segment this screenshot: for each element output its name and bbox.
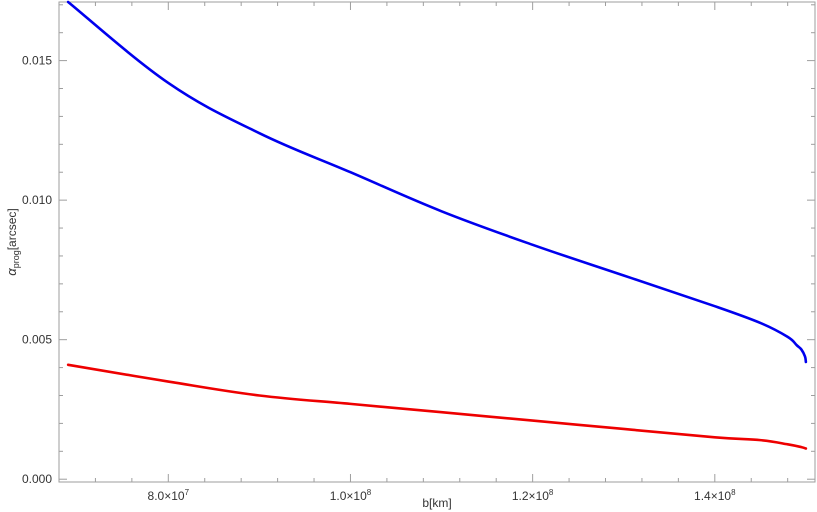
- y-tick-label: 0.005: [22, 333, 52, 347]
- x-axis-label: b[km]: [422, 496, 451, 510]
- y-axis-label-subscript: prog: [11, 250, 21, 268]
- series-line-red: [66, 363, 808, 450]
- y-tick-label: 0.000: [22, 472, 52, 486]
- x-tick-label: 8.0×107: [148, 488, 190, 503]
- series-line-blue: [66, 0, 808, 364]
- y-axis-ticks: 0.000 0.005 0.010 0.015: [22, 4, 815, 486]
- plot-frame: [58, 1, 816, 483]
- series-layer: [66, 0, 808, 450]
- y-axis-label-symbol: α: [4, 268, 19, 276]
- x-tick-label: 1.4×108: [694, 488, 736, 503]
- x-axis-ticks: 8.0×107 1.0×108 1.2×108 1.4×108: [58, 2, 789, 503]
- y-axis-label-unit: [arcsec]: [5, 208, 19, 250]
- x-tick-label: 1.0×108: [330, 488, 372, 503]
- y-axis-label: αprog[arcsec]: [4, 208, 21, 275]
- x-tick-label: 1.2×108: [512, 488, 554, 503]
- y-tick-label: 0.010: [22, 193, 52, 207]
- y-tick-label: 0.015: [22, 54, 52, 68]
